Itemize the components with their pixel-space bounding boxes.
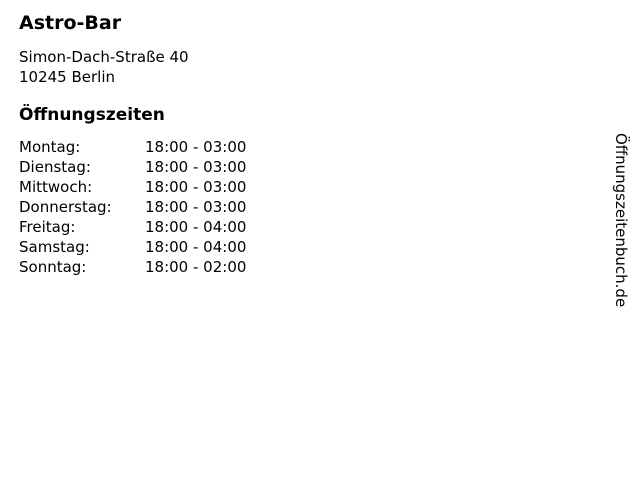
day-label: Sonntag: bbox=[19, 258, 87, 276]
hours-row-dienstag: Dienstag: 18:00 - 03:00 bbox=[19, 157, 640, 177]
time-range: 18:00 - 04:00 bbox=[145, 238, 247, 256]
hours-row-montag: Montag: 18:00 - 03:00 bbox=[19, 137, 640, 157]
day-label: Mittwoch: bbox=[19, 178, 93, 196]
time-range: 18:00 - 02:00 bbox=[145, 258, 247, 276]
address-city: 10245 Berlin bbox=[19, 68, 116, 86]
hours-row-donnerstag: Donnerstag: 18:00 - 03:00 bbox=[19, 197, 640, 217]
time-range: 18:00 - 03:00 bbox=[145, 138, 247, 156]
watermark-site-name: Öffnungszeitenbuch.de bbox=[612, 133, 630, 308]
time-range: 18:00 - 03:00 bbox=[145, 178, 247, 196]
day-label: Montag: bbox=[19, 138, 81, 156]
business-name: Astro-Bar bbox=[19, 12, 122, 34]
day-label: Freitag: bbox=[19, 218, 76, 236]
opening-hours-heading: Öffnungszeiten bbox=[19, 105, 165, 125]
hours-row-freitag: Freitag: 18:00 - 04:00 bbox=[19, 217, 640, 237]
time-range: 18:00 - 03:00 bbox=[145, 198, 247, 216]
hours-row-samstag: Samstag: 18:00 - 04:00 bbox=[19, 237, 640, 257]
day-label: Dienstag: bbox=[19, 158, 91, 176]
address-street: Simon-Dach-Straße 40 bbox=[19, 48, 189, 66]
business-address: Simon-Dach-Straße 40 10245 Berlin bbox=[19, 47, 640, 87]
time-range: 18:00 - 04:00 bbox=[145, 218, 247, 236]
opening-hours-table: Montag: 18:00 - 03:00 Dienstag: 18:00 - … bbox=[19, 137, 640, 277]
day-label: Donnerstag: bbox=[19, 198, 112, 216]
day-label: Samstag: bbox=[19, 238, 90, 256]
hours-row-sonntag: Sonntag: 18:00 - 02:00 bbox=[19, 257, 640, 277]
hours-row-mittwoch: Mittwoch: 18:00 - 03:00 bbox=[19, 177, 640, 197]
main-content: Astro-Bar Simon-Dach-Straße 40 10245 Ber… bbox=[19, 12, 640, 277]
time-range: 18:00 - 03:00 bbox=[145, 158, 247, 176]
